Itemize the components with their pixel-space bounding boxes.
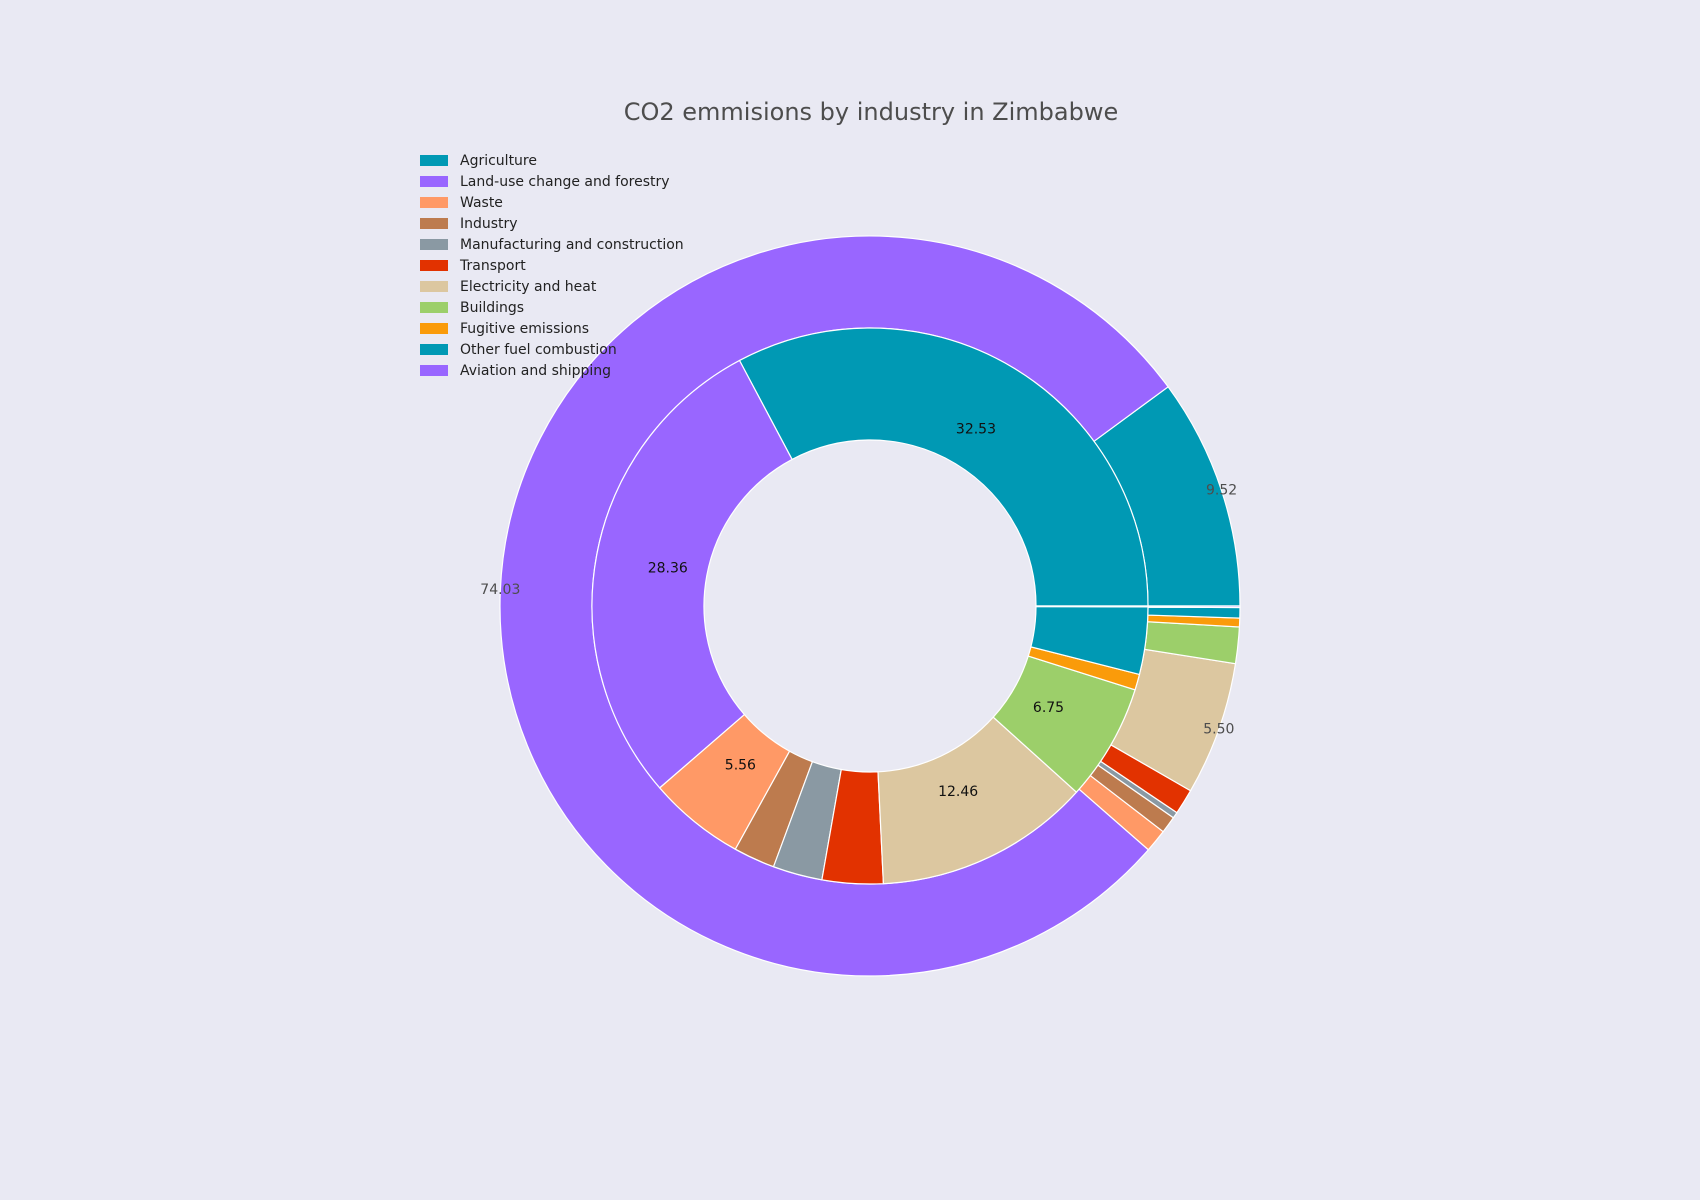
legend-label: Waste — [460, 194, 503, 211]
legend-item[interactable]: Land-use change and forestry — [420, 171, 684, 192]
legend-swatch — [420, 302, 448, 313]
legend-item[interactable]: Electricity and heat — [420, 276, 684, 297]
legend-item[interactable]: Industry — [420, 213, 684, 234]
legend-item[interactable]: Buildings — [420, 297, 684, 318]
legend-swatch — [420, 155, 448, 166]
legend-label: Transport — [460, 257, 526, 274]
legend-item[interactable]: Transport — [420, 255, 684, 276]
legend-label: Industry — [460, 215, 518, 232]
outer-ring-value-label: 5.50 — [1203, 721, 1234, 737]
legend-label: Land-use change and forestry — [460, 173, 670, 190]
legend-item[interactable]: Waste — [420, 192, 684, 213]
legend-label: Fugitive emissions — [460, 320, 590, 337]
legend-swatch — [420, 260, 448, 271]
legend-swatch — [420, 365, 448, 376]
legend-label: Buildings — [460, 299, 525, 316]
legend-item[interactable]: Fugitive emissions — [420, 318, 684, 339]
legend-label: Manufacturing and construction — [460, 236, 684, 253]
legend-label: Other fuel combustion — [460, 341, 617, 358]
legend-swatch — [420, 218, 448, 229]
legend-swatch — [420, 344, 448, 355]
legend-item[interactable]: Agriculture — [420, 150, 684, 171]
legend-item[interactable]: Aviation and shipping — [420, 360, 684, 381]
legend-item[interactable]: Other fuel combustion — [420, 339, 684, 360]
inner-ring-value-label: 28.36 — [648, 560, 688, 576]
outer-ring-slice-aviation-and-shipping — [1147, 605, 1241, 609]
legend-swatch — [420, 197, 448, 208]
legend-swatch — [420, 323, 448, 334]
inner-ring-slice-agriculture — [738, 327, 1149, 607]
chart-title: CO2 emmisions by industry in Zimbabwe — [623, 98, 1119, 126]
legend: Agriculture Land-use change and forestry W… — [420, 150, 684, 381]
legend-item[interactable]: Manufacturing and construction — [420, 234, 684, 255]
inner-ring-slice-land-use-change-and-forestry — [591, 359, 793, 789]
inner-ring-value-label: 5.56 — [725, 758, 756, 774]
outer-ring — [499, 235, 1241, 977]
outer-ring-value-label: 9.52 — [1206, 483, 1237, 499]
legend-label: Aviation and shipping — [460, 362, 612, 379]
legend-swatch — [420, 176, 448, 187]
inner-ring-value-label: 32.53 — [956, 422, 996, 438]
legend-label: Electricity and heat — [460, 278, 597, 295]
legend-label: Agriculture — [460, 152, 537, 169]
inner-ring-slice-aviation-and-shipping — [1035, 605, 1149, 608]
inner-ring — [591, 327, 1149, 885]
legend-swatch — [420, 281, 448, 292]
inner-ring-value-label: 6.75 — [1033, 700, 1064, 716]
legend-swatch — [420, 239, 448, 250]
outer-ring-value-label: 74.03 — [480, 582, 520, 598]
outer-ring-value-labels: 9.52 74.03 5.50 — [480, 483, 1237, 738]
inner-ring-value-label: 12.46 — [938, 784, 978, 800]
inner-ring-value-labels: 32.53 28.36 5.56 12.46 6.75 — [648, 422, 1064, 800]
